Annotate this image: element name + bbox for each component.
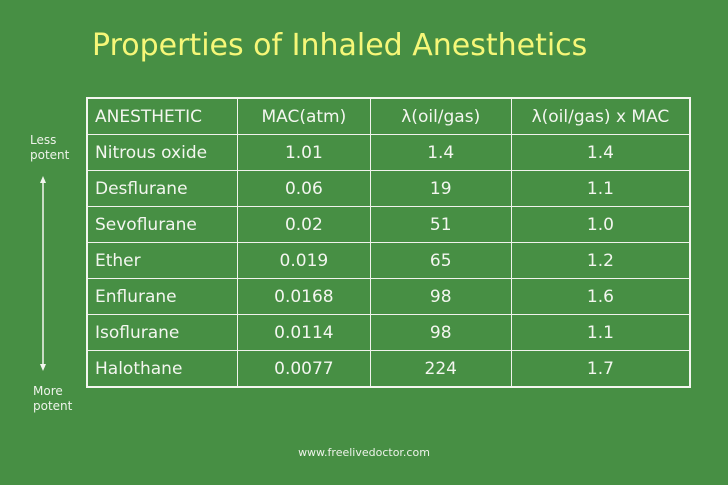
table-row: Nitrous oxide 1.01 1.4 1.4 — [86, 134, 691, 171]
header-oil-gas: λ(oil/gas) — [369, 97, 512, 135]
less-potent-label-line2: potent — [30, 148, 70, 162]
cell-anesthetic: Desflurane — [86, 170, 239, 207]
table-row: Halothane 0.0077 224 1.7 — [86, 350, 691, 388]
cell-anesthetic: Nitrous oxide — [86, 134, 239, 171]
table-row: Desflurane 0.06 19 1.1 — [86, 170, 691, 207]
table-header-row: ANESTHETIC MAC(atm) λ(oil/gas) λ(oil/gas… — [86, 97, 691, 135]
cell-mac: 0.0114 — [237, 314, 371, 351]
header-anesthetic: ANESTHETIC — [86, 97, 239, 135]
table-row: Enflurane 0.0168 98 1.6 — [86, 278, 691, 315]
cell-oil-gas-x-mac: 1.2 — [510, 242, 691, 279]
cell-anesthetic: Halothane — [86, 350, 239, 388]
cell-oil-gas: 51 — [369, 206, 512, 243]
more-potent-label-line1: More — [33, 384, 63, 398]
more-potent-label: More potent — [33, 384, 72, 414]
header-oil-gas-x-mac: λ(oil/gas) x MAC — [510, 97, 691, 135]
cell-anesthetic: Enflurane — [86, 278, 239, 315]
cell-oil-gas: 98 — [369, 278, 512, 315]
cell-oil-gas: 65 — [369, 242, 512, 279]
cell-mac: 0.0077 — [237, 350, 371, 388]
cell-mac: 0.019 — [237, 242, 371, 279]
table-row: Ether 0.019 65 1.2 — [86, 242, 691, 279]
cell-anesthetic: Sevoflurane — [86, 206, 239, 243]
slide-title: Properties of Inhaled Anesthetics — [92, 28, 588, 63]
table-row: Isoflurane 0.0114 98 1.1 — [86, 314, 691, 351]
cell-mac: 0.02 — [237, 206, 371, 243]
footer-url: www.freelivedoctor.com — [298, 446, 430, 459]
cell-anesthetic: Ether — [86, 242, 239, 279]
header-mac: MAC(atm) — [237, 97, 371, 135]
cell-oil-gas: 19 — [369, 170, 512, 207]
cell-oil-gas-x-mac: 1.1 — [510, 170, 691, 207]
cell-oil-gas: 1.4 — [369, 134, 512, 171]
cell-oil-gas-x-mac: 1.1 — [510, 314, 691, 351]
more-potent-label-line2: potent — [33, 399, 73, 413]
table-row: Sevoflurane 0.02 51 1.0 — [86, 206, 691, 243]
cell-oil-gas-x-mac: 1.7 — [510, 350, 691, 388]
cell-mac: 0.06 — [237, 170, 371, 207]
double-headed-arrow-icon — [40, 176, 46, 371]
cell-oil-gas-x-mac: 1.4 — [510, 134, 691, 171]
cell-oil-gas: 224 — [369, 350, 512, 388]
cell-oil-gas: 98 — [369, 314, 512, 351]
cell-mac: 1.01 — [237, 134, 371, 171]
less-potent-label-line1: Less — [30, 133, 57, 147]
footer: www.freelivedoctor.com — [0, 446, 728, 459]
cell-mac: 0.0168 — [237, 278, 371, 315]
cell-anesthetic: Isoflurane — [86, 314, 239, 351]
cell-oil-gas-x-mac: 1.0 — [510, 206, 691, 243]
anesthetics-table: ANESTHETIC MAC(atm) λ(oil/gas) λ(oil/gas… — [86, 97, 691, 388]
cell-oil-gas-x-mac: 1.6 — [510, 278, 691, 315]
less-potent-label: Less potent — [30, 133, 69, 163]
